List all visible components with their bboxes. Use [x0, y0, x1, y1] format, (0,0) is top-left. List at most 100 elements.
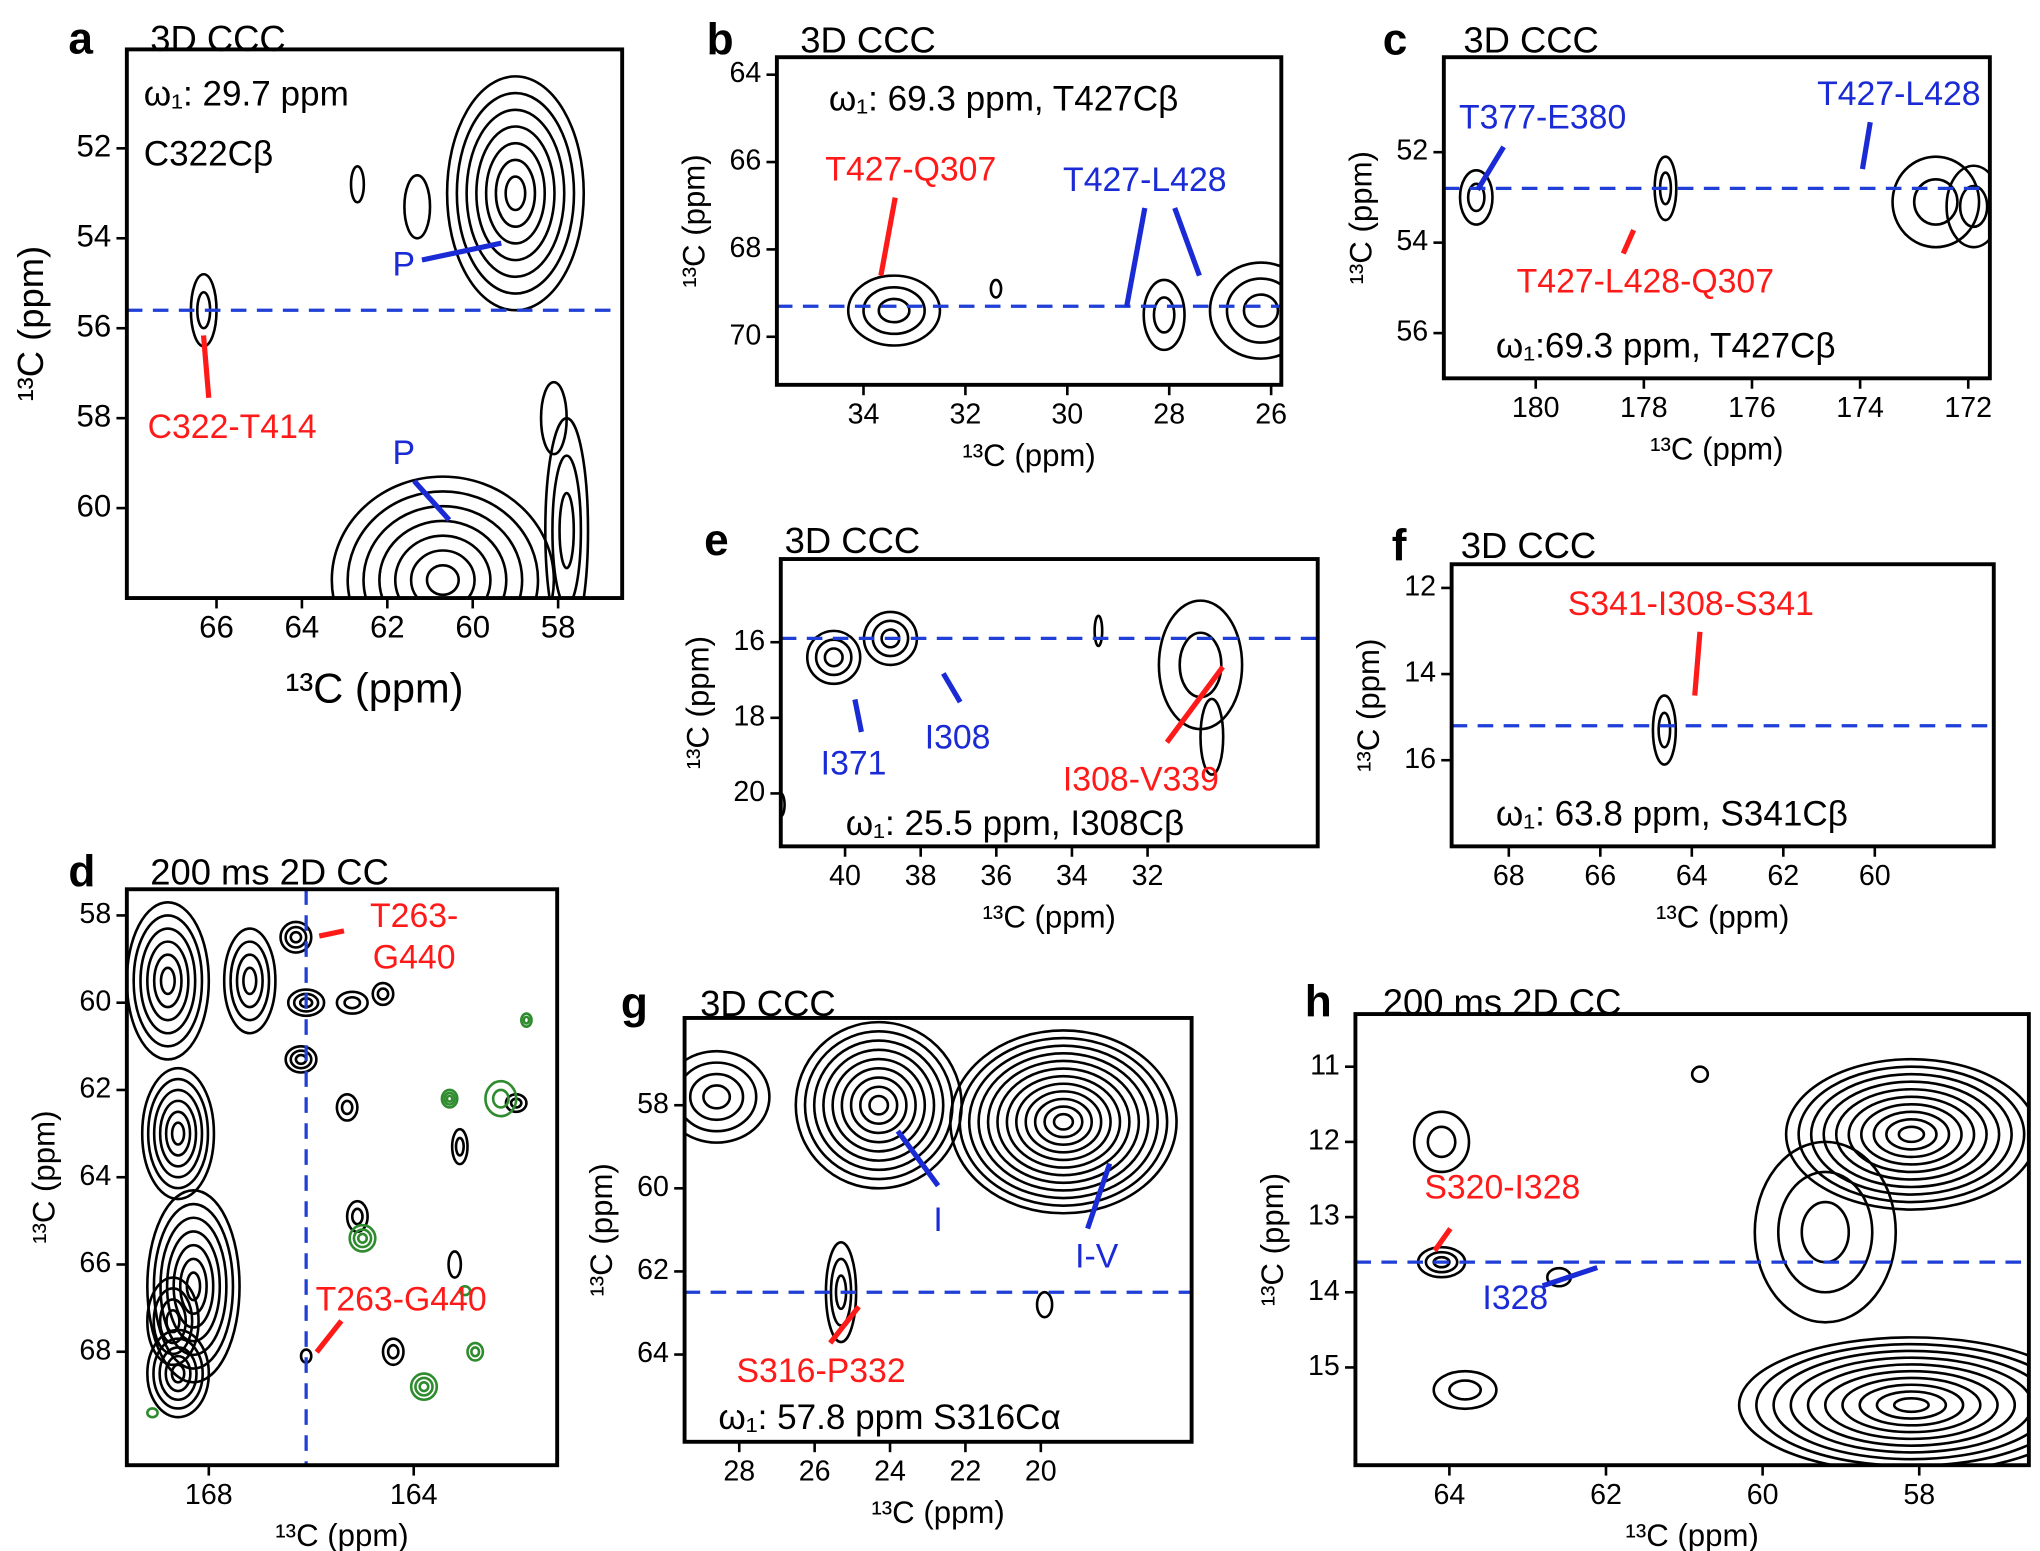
- contour-level: [126, 901, 211, 1061]
- contour-level: [504, 175, 527, 212]
- annotation: T427-L428-Q307: [1517, 262, 1774, 300]
- contour-level: [849, 1076, 908, 1135]
- plot-frame: [774, 55, 1284, 387]
- contour-level: [1015, 1082, 1112, 1162]
- contours: [126, 901, 533, 1419]
- annotation: C322Cβ: [144, 134, 273, 173]
- contour-level: [1690, 1065, 1710, 1084]
- contour-level: [1033, 1097, 1094, 1146]
- contour-level: [814, 638, 853, 677]
- y-tick-label: 13: [1308, 1200, 1340, 1232]
- contour-level: [1043, 1105, 1084, 1139]
- panel-title: 3D CCC: [1461, 525, 1596, 566]
- contour-level: [1885, 1118, 1938, 1151]
- contour-level: [949, 1029, 1178, 1215]
- y-tick-label: 12: [1404, 570, 1436, 602]
- x-tick-label: 26: [799, 1456, 831, 1488]
- annotation: S316-P332: [737, 1352, 906, 1390]
- x-tick-label: 174: [1836, 392, 1884, 424]
- x-tick-label: 34: [848, 399, 880, 431]
- annotation: ω₁: 57.8 ppm S316Cα: [718, 1398, 1060, 1437]
- x-axis-label: ¹³C (ppm): [286, 665, 464, 712]
- y-axis-label: ¹³C (ppm): [677, 154, 712, 287]
- plot-frame: [682, 1016, 1194, 1444]
- x-axis-label: ¹³C (ppm): [1650, 431, 1783, 466]
- contour-level: [520, 1012, 533, 1028]
- contour-level: [409, 1372, 439, 1402]
- x-tick-label: 34: [1056, 860, 1088, 892]
- pointer: [421, 240, 502, 263]
- contour-level: [846, 274, 942, 347]
- y-axis-label: ¹³C (ppm): [1351, 639, 1386, 772]
- x-tick-label: 60: [1859, 860, 1891, 892]
- pointer: [1172, 207, 1202, 277]
- annotation: I328: [1482, 1279, 1548, 1317]
- contour-level: [146, 1276, 200, 1367]
- contour-level: [702, 1084, 732, 1110]
- annotation: T263-: [370, 897, 458, 935]
- contour-level: [146, 1328, 211, 1419]
- contours: [1651, 694, 1678, 766]
- contour-level: [378, 519, 508, 599]
- pointer: [1432, 1227, 1453, 1253]
- contour-level: [1142, 278, 1186, 352]
- contours: [1412, 1057, 2029, 1466]
- x-axis-label: ¹³C (ppm): [275, 1518, 408, 1551]
- contour-level: [466, 1341, 485, 1362]
- x-tick-label: 58: [541, 609, 576, 644]
- contour-level: [1858, 1383, 1965, 1427]
- y-tick-label: 52: [77, 129, 112, 164]
- pointer: [200, 335, 212, 399]
- contour-level: [989, 278, 1003, 299]
- contour-level: [840, 1066, 917, 1144]
- x-tick-label: 180: [1512, 392, 1560, 424]
- y-tick-label: 16: [1404, 743, 1436, 775]
- y-tick-label: 20: [733, 776, 765, 808]
- y-axis-label: ¹³C (ppm): [26, 1111, 61, 1244]
- x-tick-label: 178: [1620, 392, 1668, 424]
- contour-level: [1458, 168, 1494, 226]
- contour-level: [172, 1243, 215, 1329]
- y-tick-label: 18: [733, 700, 765, 732]
- x-tick-label: 62: [1767, 860, 1799, 892]
- pointer: [1620, 229, 1637, 255]
- contour-level: [996, 1067, 1131, 1177]
- pointer: [412, 479, 452, 522]
- y-tick-label: 66: [729, 145, 761, 177]
- contour-level: [440, 1088, 459, 1109]
- contour-level: [794, 1020, 963, 1190]
- contour-level: [1806, 1363, 2017, 1447]
- contour-level: [1412, 1110, 1471, 1174]
- panel-title: 200 ms 2D CC: [150, 852, 389, 893]
- y-tick-label: 16: [733, 625, 765, 657]
- panel: c 3D CCC 180 178 176 174 172 52 54 56 ¹³C (ppm) ¹³C…: [1343, 16, 1992, 467]
- panel: f 3D CCC 68 66 64 62 60 12 14 16 ¹³C (ppm) ¹³C (ppm…: [1351, 521, 1996, 934]
- contour-level: [348, 1223, 377, 1253]
- contour-level: [862, 285, 926, 336]
- contour-level: [381, 1337, 405, 1367]
- contour-level: [1797, 1065, 2026, 1204]
- contour-level: [1225, 277, 1282, 344]
- contour-level: [159, 966, 176, 996]
- x-tick-label: 36: [980, 860, 1012, 892]
- contour-level: [335, 990, 369, 1015]
- contour-level: [349, 165, 366, 204]
- annotation: T427-Q307: [825, 151, 996, 189]
- annotation: I308-V339: [1063, 760, 1219, 798]
- contour-level: [159, 1216, 228, 1357]
- contour-level: [823, 647, 844, 668]
- y-tick-label: 14: [1404, 657, 1436, 689]
- pointer: [1475, 145, 1506, 192]
- contour-level: [1809, 1072, 2013, 1196]
- panel-title: 3D CCC: [785, 520, 920, 561]
- contour-level: [235, 953, 264, 1009]
- annotation: I-V: [1075, 1237, 1119, 1275]
- contour-level: [330, 475, 556, 599]
- annotation: I308: [925, 719, 991, 757]
- contour-level: [1657, 711, 1672, 749]
- contour-level: [822, 1048, 936, 1162]
- y-tick-label: 68: [79, 1334, 111, 1366]
- contour-level: [289, 930, 303, 944]
- contour-level: [164, 1110, 192, 1157]
- contour-level: [1772, 1349, 2029, 1461]
